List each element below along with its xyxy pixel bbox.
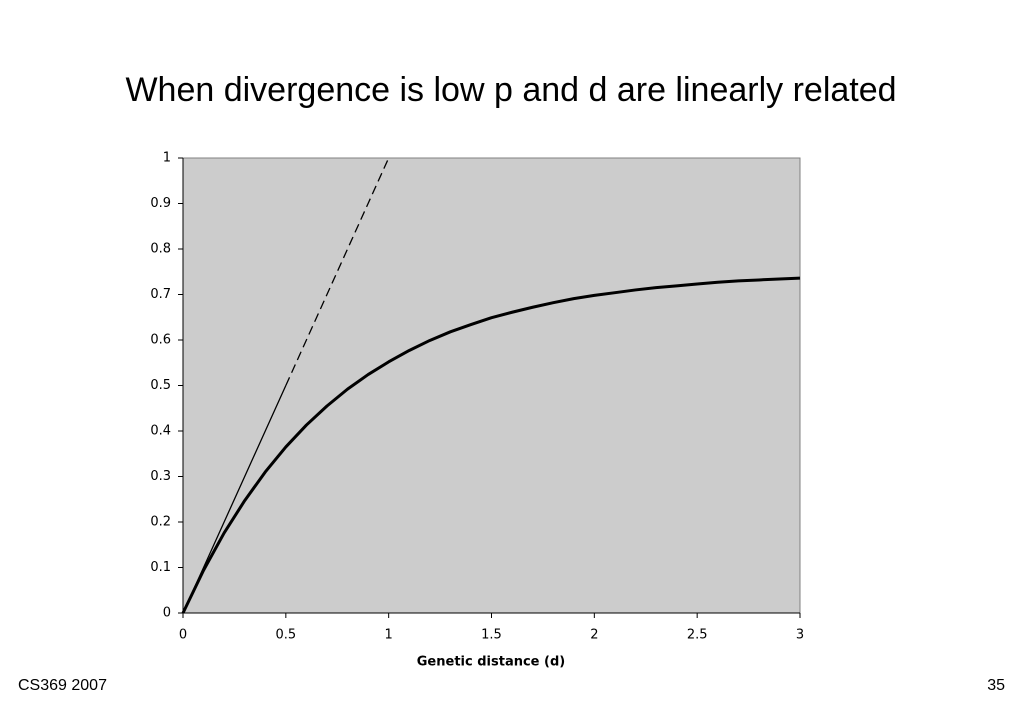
page-number: 35 (987, 677, 1005, 694)
y-tick-label: 0.2 (150, 515, 171, 530)
y-tick-label: 0.3 (150, 469, 171, 484)
x-tick-label: 2.5 (687, 628, 708, 643)
x-tick-label: 0 (179, 628, 187, 643)
plot-area (182, 157, 801, 614)
x-tick-label: 1.5 (481, 628, 502, 643)
series-line (182, 385, 287, 614)
x-tick-label: 1 (385, 628, 393, 643)
y-tick-label: 0 (163, 606, 171, 621)
y-tick-label: 0.8 (150, 242, 171, 257)
x-tick-label: 2 (590, 628, 598, 643)
x-tick-label: 3 (796, 628, 804, 643)
y-tick-label: 0.9 (150, 196, 171, 211)
y-tick-label: 0.1 (150, 560, 171, 575)
y-tick-label: 0.7 (150, 287, 171, 302)
y-tick-label: 1 (163, 151, 171, 166)
chart-title: When divergence is low p and d are linea… (125, 71, 896, 109)
footer-left: CS369 2007 (18, 677, 107, 694)
x-tick-label: 0.5 (275, 628, 296, 643)
y-tick-label: 0.4 (150, 424, 171, 439)
series-line (181, 276, 801, 614)
y-tick-label: 0.6 (150, 333, 171, 348)
y-tick-label: 0.5 (150, 378, 171, 393)
x-axis-label: Genetic distance (d) (417, 655, 565, 670)
